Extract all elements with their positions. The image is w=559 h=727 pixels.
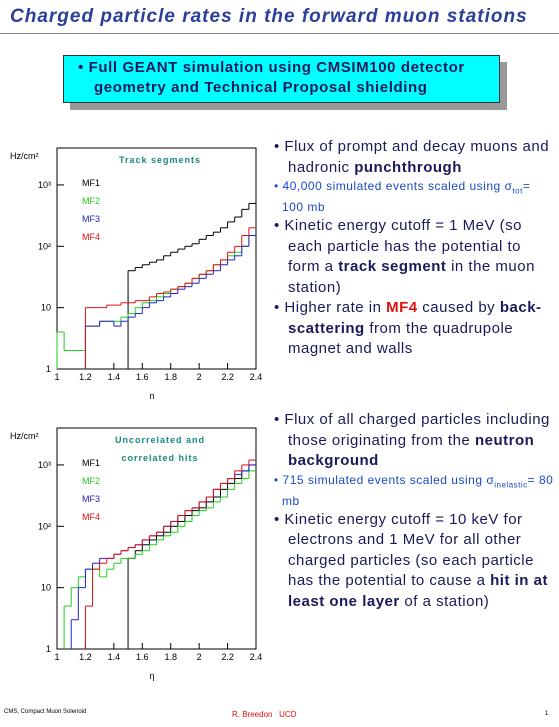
x-tick-label: 1.2 — [79, 652, 92, 662]
bold-text: neutron background — [288, 431, 535, 470]
text: = 80 mb — [282, 472, 554, 508]
y-tick-label: 10² — [38, 521, 51, 531]
legend-label: MF3 — [82, 214, 100, 224]
y-tick-label: 10 — [41, 583, 51, 593]
y-tick-label: 1 — [46, 644, 51, 654]
box-text: Full GEANT simulation using CMSIM100 det… — [88, 59, 465, 96]
x-tick-label: 1.8 — [164, 652, 177, 662]
text: in the muon station) — [288, 258, 535, 296]
chart: 1 10 10² 10³ 1 1.2 1.4 1.6 1.8 2 2.2 2.4 Hz/cm² η Trac… — [10, 147, 263, 399]
symbol: σ — [486, 472, 495, 487]
text: Kinetic energy cutoff = 1 MeV (so each p… — [284, 217, 523, 276]
x-tick-label: 1.8 — [164, 372, 177, 382]
page-number: 1 — [545, 711, 549, 717]
x-tick-label: 2 — [197, 652, 202, 662]
legend-label: MF1 — [82, 458, 100, 468]
bullet: • Kinetic energy cutoff = 10 keV for ele… — [274, 510, 548, 610]
x-axis-label: η — [149, 671, 154, 681]
bullet: • Kinetic energy cutoff = 1 MeV (so each… — [274, 217, 535, 296]
text: Flux of all charged particles including … — [284, 411, 550, 449]
x-tick-label: 1 — [54, 372, 59, 382]
y-axis-unit: Hz/cm² — [10, 431, 39, 441]
y-tick-label: 1 — [46, 364, 51, 374]
summary-box: • Full GEANT simulation using CMSIM100 d… — [63, 55, 500, 103]
text: Flux of prompt and decay muons and hadro… — [284, 138, 550, 176]
x-tick-label: 1.4 — [108, 652, 121, 662]
text: 40,000 simulated events scaled using — [282, 179, 505, 193]
bold-text: hit in at least one layer — [288, 572, 548, 610]
legend-label: MF3 — [82, 494, 100, 504]
text-column: • Flux of all charged particles includin… — [272, 410, 554, 612]
slide-title: Charged particle rates in the forward mu… — [10, 6, 528, 27]
text-column: • Flux of prompt and decay muons and had… — [272, 137, 554, 360]
y-axis-unit: Hz/cm² — [10, 151, 39, 161]
legend-label: MF4 — [82, 232, 100, 242]
x-tick-label: 2.2 — [221, 372, 234, 382]
text: from the quadrupole magnet and walls — [288, 319, 514, 358]
bold-text: back-scattering — [288, 299, 542, 337]
plot-title: correlated hits — [121, 453, 198, 463]
plot-title: Track segments — [119, 155, 201, 165]
bold-text: punchthrough — [354, 158, 462, 176]
plot-title: Uncorrelated and — [115, 435, 205, 445]
sub-bullet: • 40,000 simulated events scaled using σ… — [274, 179, 531, 215]
x-tick-label: 2.2 — [221, 652, 234, 662]
bullet: • Higher rate in MF4 caused by back-scat… — [274, 299, 542, 358]
text: of a station) — [399, 592, 490, 610]
legend-label: MF2 — [82, 476, 100, 486]
legend-label: MF2 — [82, 196, 100, 206]
x-tick-label: 1.6 — [136, 372, 149, 382]
symbol: σ — [504, 179, 513, 193]
y-tick-label: 10³ — [38, 460, 51, 470]
footer-left: CMS, Compact Muon Solenoid — [4, 709, 87, 715]
text: 715 simulated events scaled using — [282, 472, 487, 487]
subscript: tot — [512, 186, 523, 196]
x-tick-label: 1 — [54, 652, 59, 662]
y-tick-label: 10³ — [38, 180, 51, 190]
text: Kinetic energy cutoff = 10 keV for elect… — [284, 510, 534, 590]
text: Higher rate in — [284, 299, 387, 317]
plot-frame — [56, 427, 257, 650]
title-rule — [0, 33, 559, 34]
x-tick-label: 2.4 — [250, 652, 263, 662]
legend-label: MF4 — [82, 512, 100, 522]
footer-author: R. Breedon UCD — [232, 710, 297, 719]
plot-frame — [56, 147, 257, 370]
legend-label: MF1 — [82, 178, 100, 188]
text: = 100 mb — [282, 179, 531, 215]
subscript: inelastic — [494, 479, 528, 489]
sub-bullet: • 715 simulated events scaled using σine… — [274, 472, 554, 508]
y-tick-label: 10 — [41, 303, 51, 313]
x-tick-label: 1.4 — [108, 372, 121, 382]
x-tick-label: 1.2 — [79, 372, 92, 382]
x-tick-label: 1.6 — [136, 652, 149, 662]
bold-text: track segment — [338, 258, 447, 276]
x-tick-label: 2 — [197, 372, 202, 382]
x-tick-label: 2.4 — [250, 372, 263, 382]
highlight-text: MF4 — [386, 299, 418, 317]
text: caused by — [417, 299, 500, 317]
bullet: • Flux of prompt and decay muons and had… — [274, 138, 550, 176]
bullet: • Flux of all charged particles includin… — [274, 411, 550, 470]
y-tick-label: 10² — [38, 241, 51, 251]
x-axis-label: η — [149, 391, 154, 399]
chart: 1 10 10² 10³ 1 1.2 1.4 1.6 1.8 2 2.2 2.4 Hz/cm² η Unco… — [10, 427, 263, 681]
